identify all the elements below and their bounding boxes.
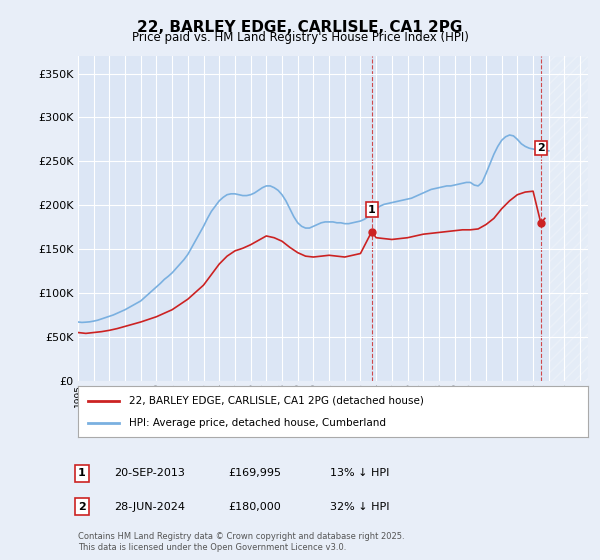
Text: 20-SEP-2013: 20-SEP-2013 — [114, 468, 185, 478]
Text: 1: 1 — [368, 204, 376, 214]
Text: Contains HM Land Registry data © Crown copyright and database right 2025.
This d: Contains HM Land Registry data © Crown c… — [78, 532, 404, 552]
Text: HPI: Average price, detached house, Cumberland: HPI: Average price, detached house, Cumb… — [129, 418, 386, 428]
Text: Price paid vs. HM Land Registry's House Price Index (HPI): Price paid vs. HM Land Registry's House … — [131, 31, 469, 44]
Text: 2: 2 — [78, 502, 86, 512]
Text: £180,000: £180,000 — [228, 502, 281, 512]
Text: 32% ↓ HPI: 32% ↓ HPI — [330, 502, 389, 512]
Text: 22, BARLEY EDGE, CARLISLE, CA1 2PG (detached house): 22, BARLEY EDGE, CARLISLE, CA1 2PG (deta… — [129, 395, 424, 405]
Text: 22, BARLEY EDGE, CARLISLE, CA1 2PG: 22, BARLEY EDGE, CARLISLE, CA1 2PG — [137, 20, 463, 35]
Bar — [549, 56, 588, 381]
Text: 13% ↓ HPI: 13% ↓ HPI — [330, 468, 389, 478]
Text: 1: 1 — [78, 468, 86, 478]
Text: £169,995: £169,995 — [228, 468, 281, 478]
Text: 28-JUN-2024: 28-JUN-2024 — [114, 502, 185, 512]
Text: 2: 2 — [537, 143, 545, 153]
